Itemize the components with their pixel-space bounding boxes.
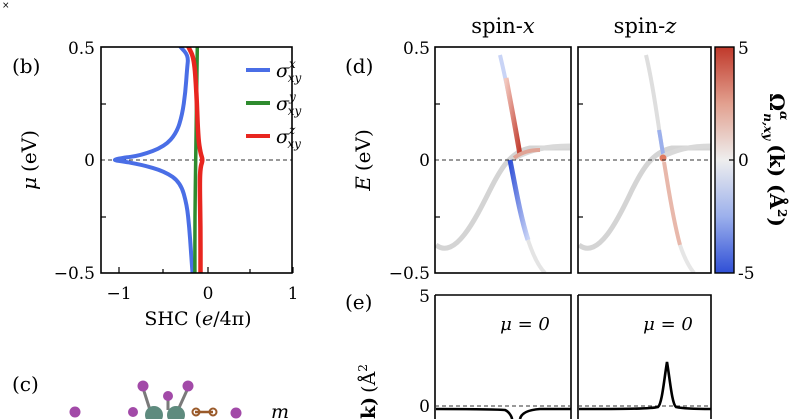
panel-e-label: (e) (345, 290, 372, 314)
panel-e2-mu-label: μ = 0 (643, 314, 693, 335)
panel-b-legend: σx xy σy xy σz xy (246, 57, 302, 151)
panel-d-ytick-0.5: 0.5 (403, 39, 430, 59)
legend-label-sigma-x: σx xy (276, 57, 302, 85)
panel-d1-frame (434, 46, 572, 274)
series-line-sigma-z (186, 47, 205, 273)
band-lower-red-z (662, 161, 682, 246)
panel-b-xtick--1: −1 (106, 284, 131, 304)
panel-b: (b) μ(eV) 0.5 0 −0.5 −1 0 1 SHC (e/4π) (12, 39, 302, 330)
colorbar: 5 0 -5 Ωαn,xy(k) (Å2) (714, 39, 791, 284)
panel-b-xtick-0: 0 (203, 284, 214, 304)
legend-label-sigma-z: σz xy (276, 123, 301, 151)
panel-e2-curve (578, 361, 712, 411)
panel-e: (e) 5 0 k)(Å2 μ = 0 μ = 0 (345, 287, 712, 419)
panel-b-ytick-0.5: 0.5 (68, 39, 95, 59)
panel-e2-frame (577, 294, 712, 419)
panel-d-ylabel: E(eV) (351, 129, 375, 192)
panel-d-spin-x (434, 46, 572, 274)
panel-c: (c) m (12, 372, 289, 419)
panel-e-left: μ = 0 (434, 294, 572, 419)
colorbar-tick-5: 5 (738, 39, 749, 59)
band-upper-red (503, 77, 523, 156)
legend-entry-sigma-x: σx xy (246, 57, 302, 85)
panel-e1-mu-label: μ = 0 (500, 314, 550, 335)
panel-e-ytick-5: 5 (419, 287, 430, 307)
band-lower-tail-z (678, 244, 696, 273)
panel-d: (d) spin-x spin-z E(eV) 0.5 0 −0.5 (345, 14, 791, 284)
panel-d-ytick-0: 0 (419, 151, 430, 171)
panel-b-ytick--0.5: −0.5 (54, 264, 95, 284)
atom-small (208, 407, 218, 417)
colorbar-tick-0: 0 (738, 151, 749, 171)
panel-b-xtick-1: 1 (288, 284, 299, 304)
panel-c-label: (c) (12, 372, 39, 396)
atom-purple (69, 406, 81, 418)
panel-e-right: μ = 0 (577, 294, 712, 419)
legend-label-sigma-y: σy xy (276, 90, 302, 118)
corner-mark: × (2, 1, 10, 11)
panel-b-label: (b) (12, 54, 40, 78)
panel-b-xlabel: SHC (e/4π) (144, 308, 251, 330)
band-lower-gray (435, 145, 571, 251)
panel-e1-curve (435, 407, 571, 419)
band-flat-red (512, 148, 541, 160)
panel-d-title-spin-x: spin-x (471, 14, 535, 38)
legend-entry-sigma-y: σy xy (246, 90, 302, 118)
atom-purple (137, 380, 149, 392)
panel-d-title-spin-z: spin-z (614, 14, 678, 38)
atom-purple (230, 407, 242, 419)
atom-green (167, 406, 185, 419)
atom-small (191, 407, 201, 417)
panel-d-label: (d) (345, 54, 373, 78)
panel-b-ytick-0: 0 (84, 151, 95, 171)
panel-d-spin-z (577, 46, 712, 274)
legend-entry-sigma-z: σz xy (246, 123, 301, 151)
panel-d2-frame (577, 46, 712, 274)
atom-purple (128, 407, 138, 417)
band-lower-gray-z (578, 145, 711, 251)
panel-e-ytick-0: 0 (419, 397, 430, 417)
crystal-structure-illustration (69, 380, 242, 419)
atom-purple (163, 391, 173, 401)
panel-b-ticks (101, 103, 294, 273)
panel-c-m-label: m (271, 401, 289, 419)
band-lower-tail (526, 239, 547, 273)
panel-b-curves (112, 47, 205, 273)
panel-e1-frame (434, 294, 572, 419)
colorbar-tick--5: -5 (738, 264, 755, 284)
series-line-sigma-x (112, 47, 195, 273)
panel-b-ylabel: μ(eV) (17, 130, 41, 190)
panel-e-ylabel: k)(Å2 (356, 364, 380, 419)
atom-purple (182, 380, 194, 392)
panel-d-ytick--0.5: −0.5 (389, 264, 430, 284)
band-lower-blue (507, 159, 531, 241)
atom-green (145, 406, 163, 419)
panel-b-frame (100, 46, 293, 274)
colorbar-label: Ωαn,xy(k) (Å2) (761, 93, 791, 227)
